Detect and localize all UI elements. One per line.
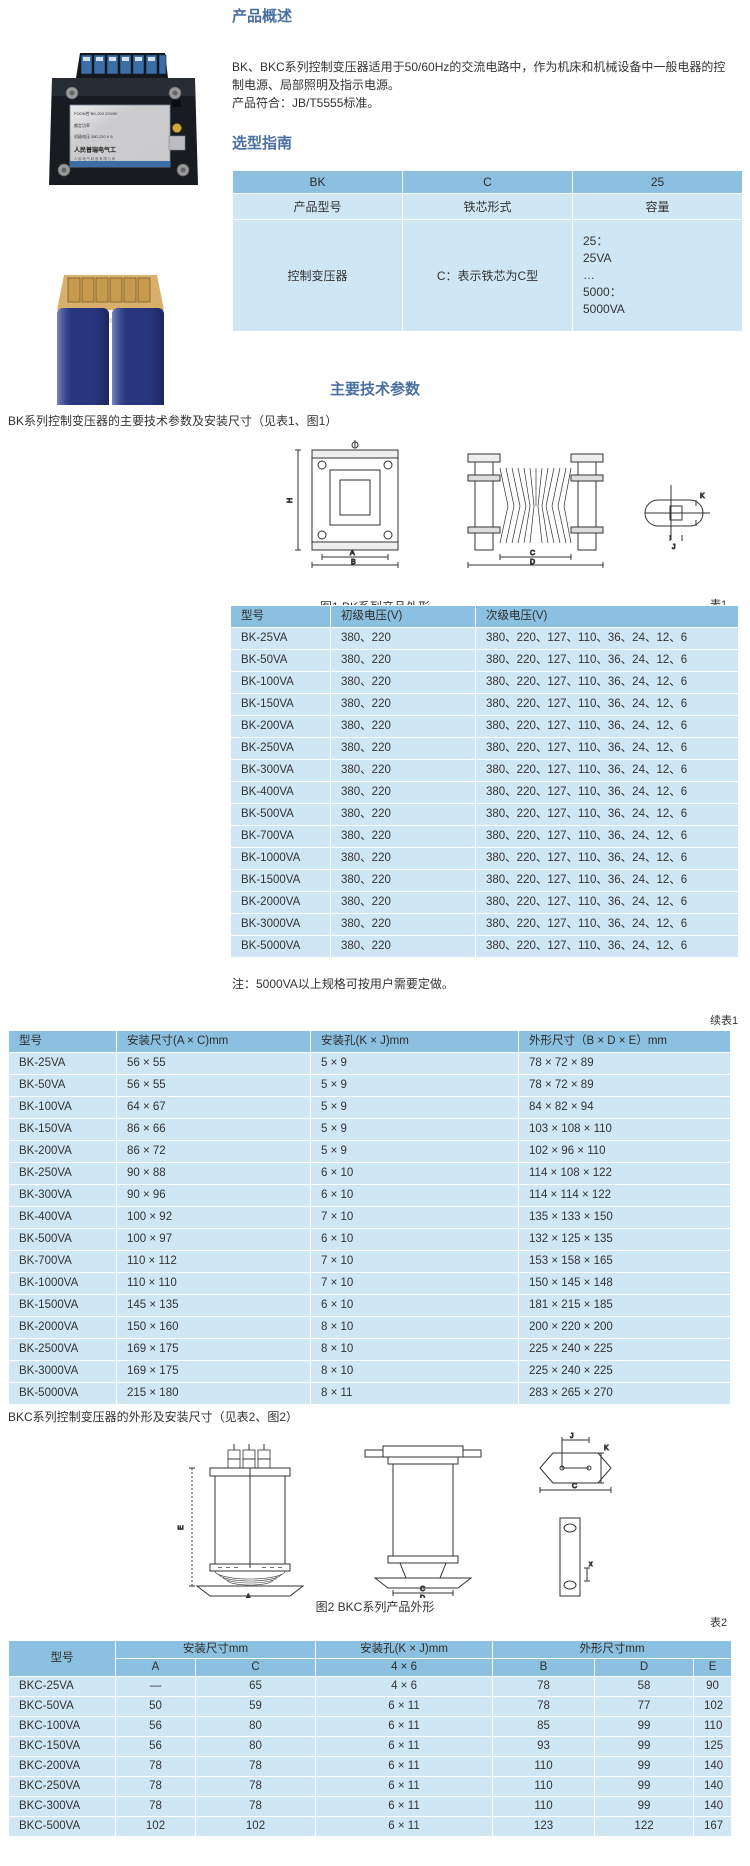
svg-text:E: E xyxy=(178,1525,185,1530)
svg-text:C: C xyxy=(420,1586,425,1593)
svg-text:x: x xyxy=(589,1561,593,1568)
svg-text:B: B xyxy=(351,559,356,566)
svg-text:人民普瑞电气工: 人民普瑞电气工 xyxy=(74,146,116,154)
svg-text:初级电压 380.220 V 6: 初级电压 380.220 V 6 xyxy=(74,133,113,139)
svg-text:A: A xyxy=(350,550,355,557)
svg-text:H: H xyxy=(287,498,294,503)
svg-text:K: K xyxy=(700,493,705,500)
svg-text:J: J xyxy=(570,1433,574,1440)
svg-text:C: C xyxy=(572,1483,577,1490)
svg-text:人 民 电 气 制 造 有 限 公 司: 人 民 电 气 制 造 有 限 公 司 xyxy=(74,156,115,161)
svg-text:FOON控 BK-200 220/50: FOON控 BK-200 220/50 xyxy=(74,110,118,116)
svg-text:额定功率: 额定功率 xyxy=(74,122,90,128)
svg-text:J: J xyxy=(672,544,676,551)
svg-text:D: D xyxy=(530,559,535,566)
svg-text:K: K xyxy=(604,1445,609,1452)
svg-text:C: C xyxy=(530,550,535,557)
